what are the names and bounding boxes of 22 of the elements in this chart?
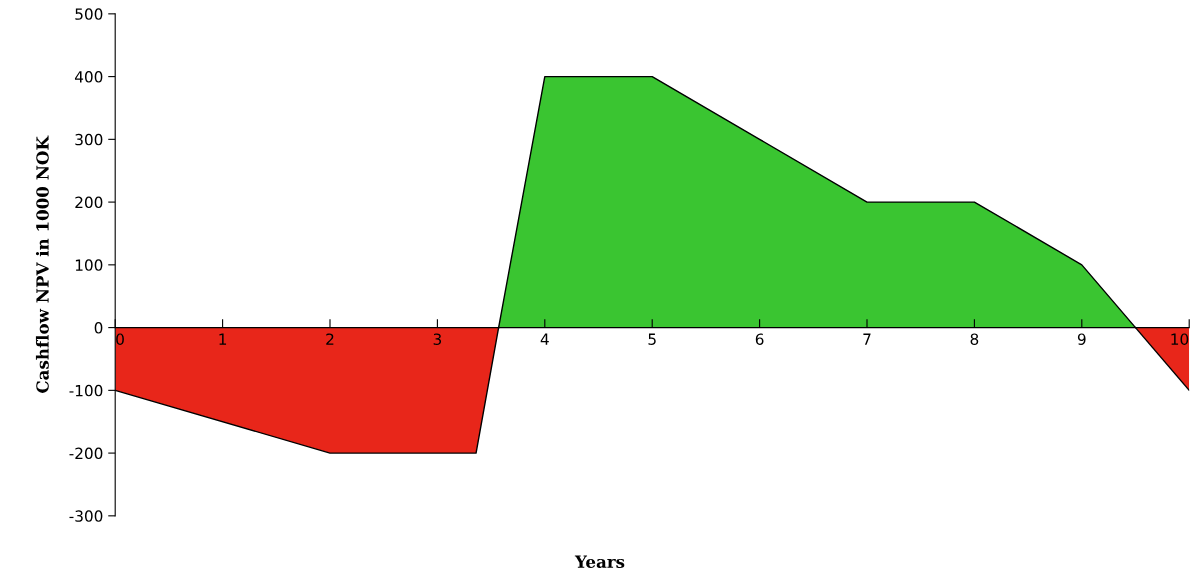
x-tick-label: 0 (116, 333, 124, 345)
x-tick-label: 10 (1171, 333, 1189, 345)
x-tick-label: 4 (540, 333, 549, 345)
y-tick-label: 0 (94, 322, 103, 334)
x-tick-label: 7 (863, 333, 871, 345)
y-tick-label: 500 (75, 8, 103, 20)
x-tick-label: 9 (1077, 333, 1086, 345)
x-tick-label: 8 (970, 333, 979, 345)
x-axis-title: Years (574, 555, 625, 568)
y-tick-label: 300 (75, 133, 103, 146)
y-tick-label: 200 (75, 196, 103, 209)
y-tick-label: 100 (75, 259, 103, 271)
y-tick-label: -200 (69, 447, 103, 460)
x-tick-label: 5 (648, 333, 656, 345)
x-tick-label: 2 (326, 333, 334, 345)
x-tick-label: 6 (755, 333, 764, 345)
y-tick-label: -100 (69, 384, 103, 397)
y-axis-title: Cashflow NPV in 1000 NOK (35, 135, 49, 393)
x-tick-label: 3 (433, 333, 442, 345)
y-tick-label: 400 (74, 71, 103, 83)
x-tick-label: 1 (219, 333, 227, 345)
y-tick-label: -300 (69, 510, 103, 522)
